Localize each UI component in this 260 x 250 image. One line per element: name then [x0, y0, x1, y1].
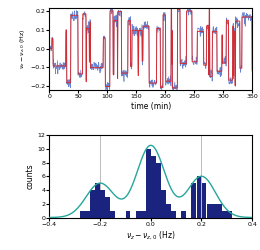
Bar — [146, 149, 151, 218]
X-axis label: $\nu_z - \nu_{z,0}$ (Hz): $\nu_z - \nu_{z,0}$ (Hz) — [126, 230, 176, 242]
Bar — [151, 156, 156, 218]
Bar — [126, 211, 131, 218]
Bar — [85, 211, 90, 218]
Bar — [212, 204, 217, 218]
Bar — [217, 204, 222, 218]
Bar — [156, 162, 161, 218]
Bar — [90, 190, 95, 218]
Y-axis label: counts: counts — [25, 164, 35, 189]
Bar — [110, 211, 115, 218]
Y-axis label: $\nu_z - \nu_{z,0}$ (Hz): $\nu_z - \nu_{z,0}$ (Hz) — [19, 28, 27, 69]
Bar — [207, 204, 212, 218]
Bar — [141, 211, 146, 218]
Bar — [166, 204, 171, 218]
Bar — [181, 211, 186, 218]
X-axis label: time (min): time (min) — [131, 102, 171, 111]
Bar — [222, 211, 227, 218]
Bar — [80, 211, 85, 218]
Bar — [95, 183, 100, 218]
Bar — [197, 176, 202, 218]
Bar — [171, 211, 176, 218]
Bar — [191, 183, 196, 218]
Bar — [136, 211, 141, 218]
Bar — [105, 197, 110, 218]
Bar — [161, 190, 166, 218]
Bar — [202, 183, 206, 218]
Bar — [100, 190, 105, 218]
Bar — [227, 211, 232, 218]
